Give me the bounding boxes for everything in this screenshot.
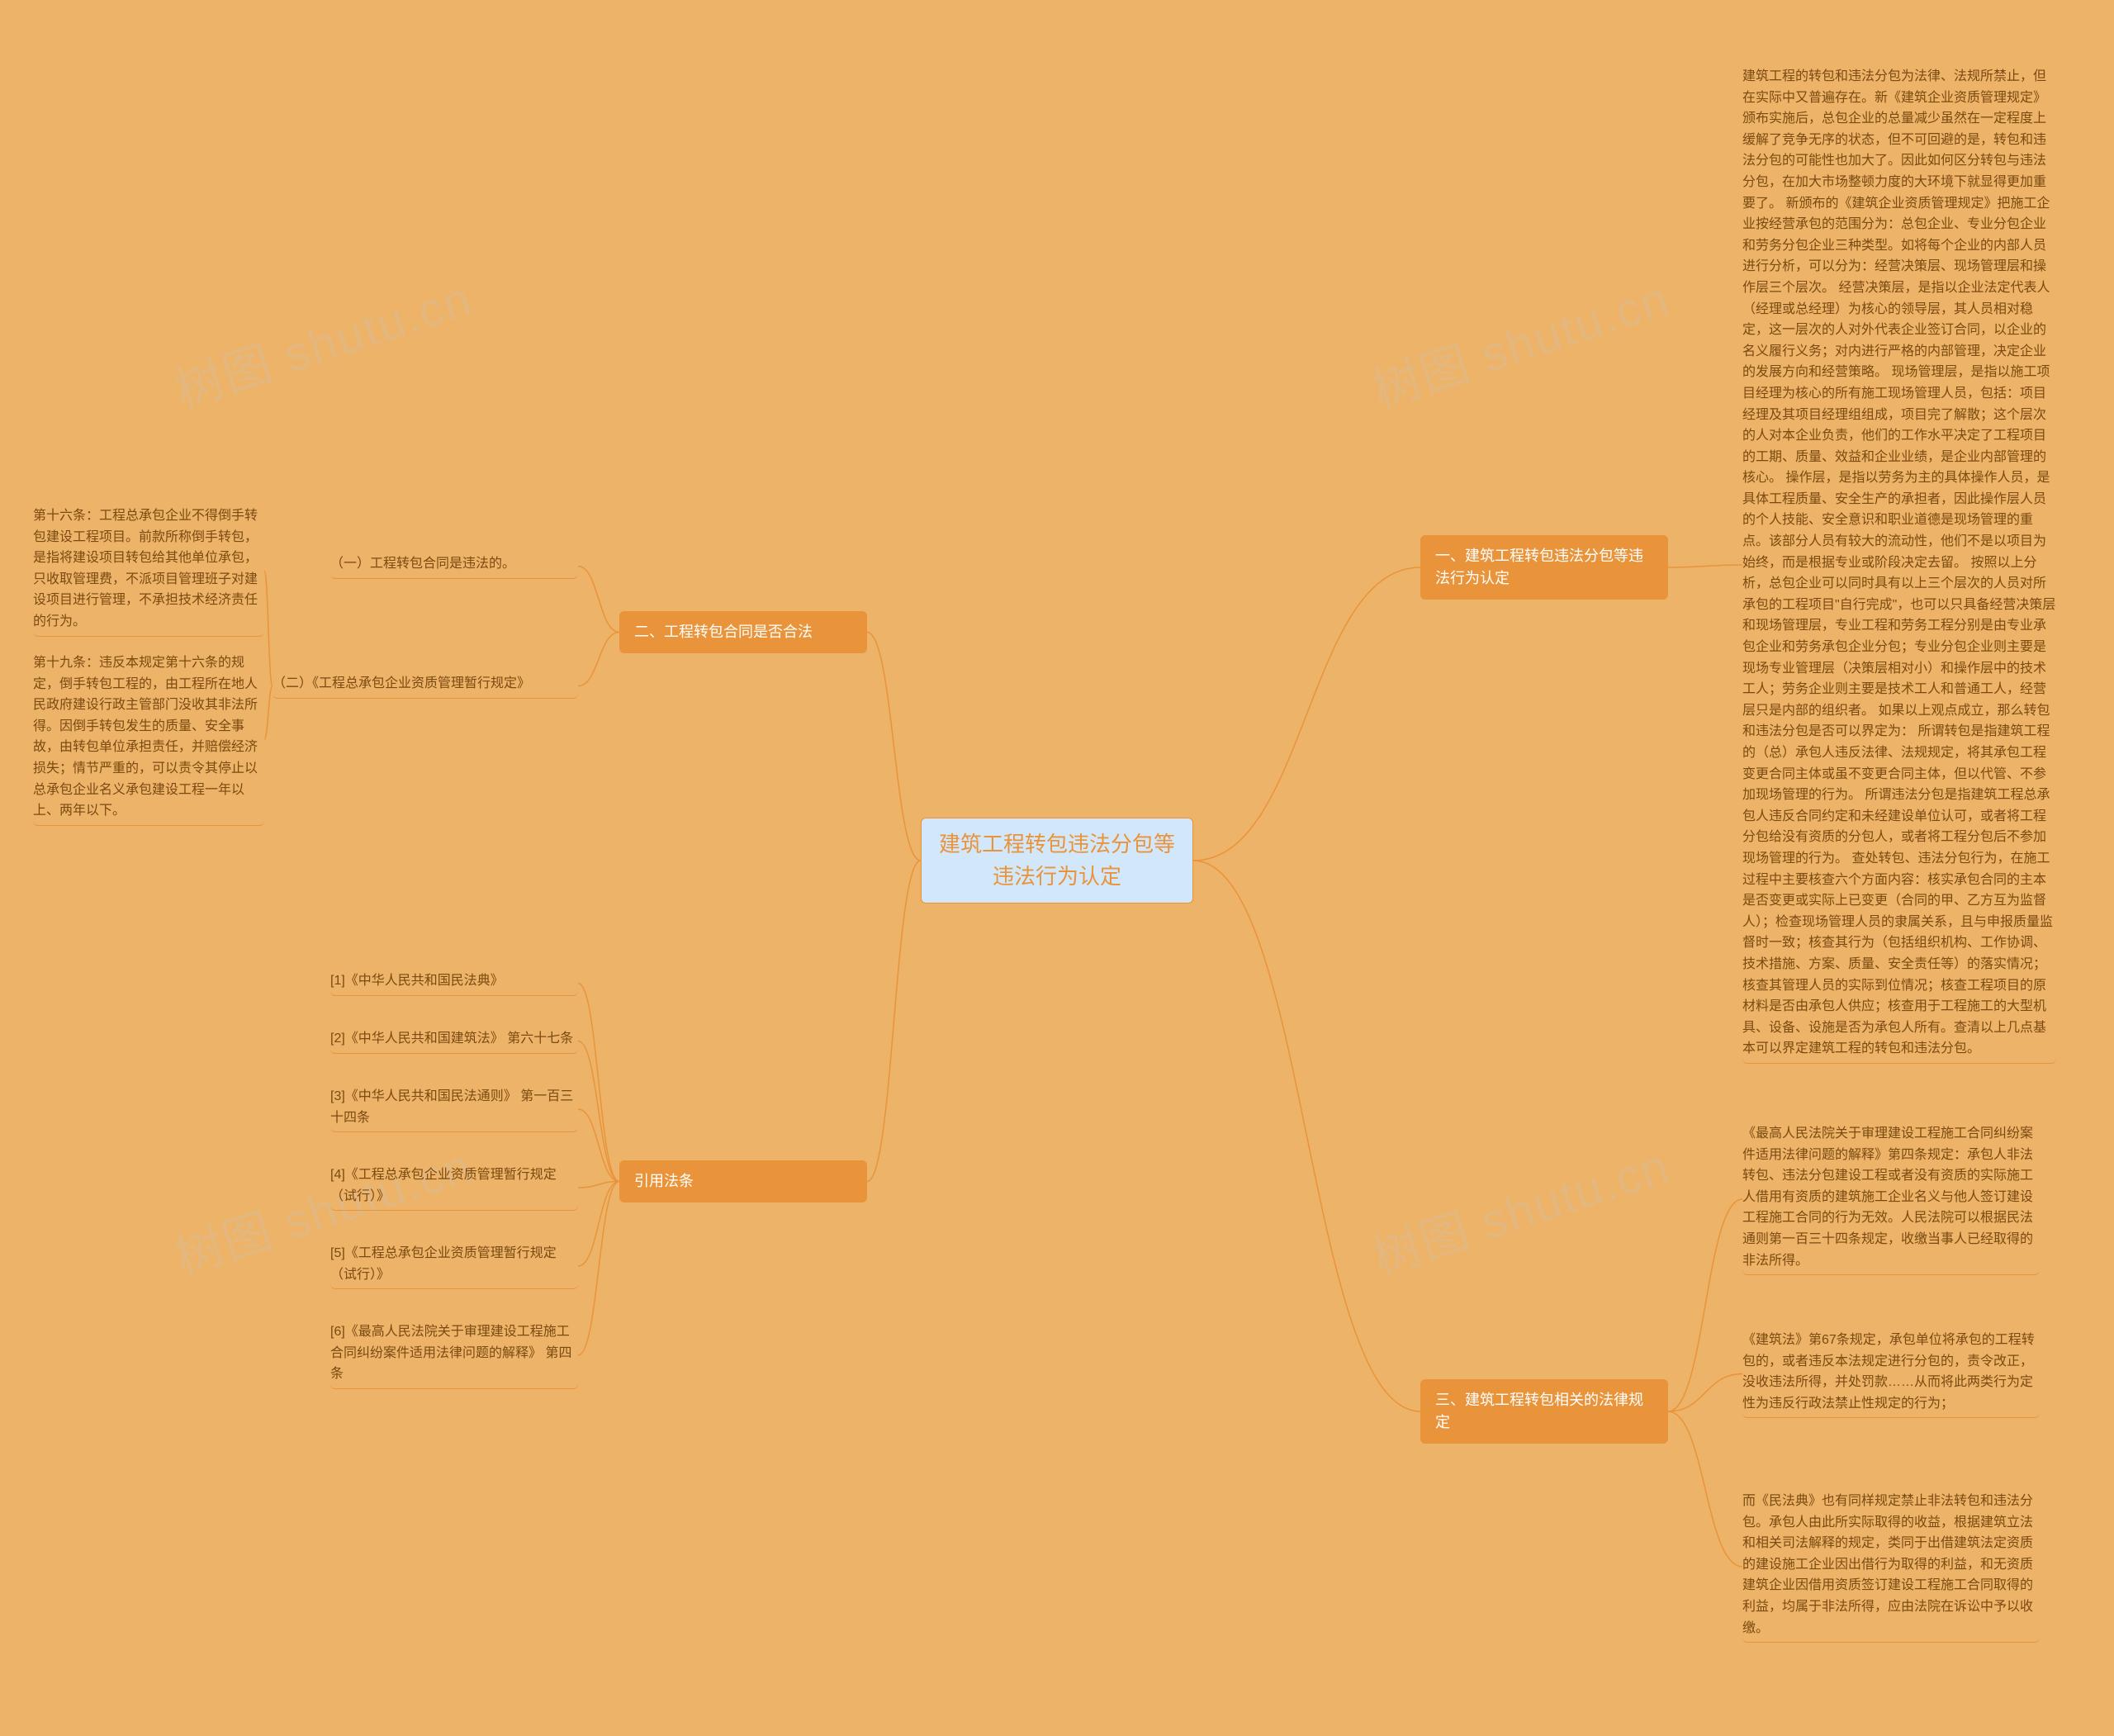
connector [1193,567,1420,861]
connector [264,686,273,740]
connector [1193,861,1420,1411]
connector [1668,1374,1742,1412]
leaf-b3c2: 《建筑法》第67条规定，承包单位将承包的工程转包的，或者违反本法规定进行分包的，… [1742,1330,2040,1418]
watermark: 树图 shutu.cn [1363,1127,1677,1288]
leaf-b2c2b: 第十九条：违反本规定第十六条的规定，倒手转包工程的，由工程所在地人民政府建设行政… [33,652,264,826]
branch-node-1[interactable]: 一、建筑工程转包违法分包等违法行为认定 [1420,535,1668,600]
connector [867,633,921,861]
connector [578,1109,619,1182]
connector [578,1182,619,1356]
leaf-b4c2: [2]《中华人民共和国建筑法》 第六十七条 [330,1028,578,1054]
connector [264,572,273,686]
connector [1668,1411,1742,1567]
branch-node-4[interactable]: 引用法条 [619,1160,867,1202]
leaf-b3c3: 而《民法典》也有同样规定禁止非法转包和违法分包。承包人由此所实际取得的收益，根据… [1742,1491,2040,1643]
leaf-b4c6: [6]《最高人民法院关于审理建设工程施工合同纠纷案件适用法律问题的解释》 第四条 [330,1321,578,1389]
connector [1668,1199,1742,1411]
connector [578,1182,619,1267]
connector [578,1041,619,1182]
connector [578,567,619,633]
branch-node-2[interactable]: 二、工程转包合同是否合法 [619,611,867,653]
leaf-b1c1: 建筑工程的转包和违法分包为法律、法规所禁止，但在实际中又普遍存在。新《建筑企业资… [1742,66,2056,1064]
branch-node-3[interactable]: 三、建筑工程转包相关的法律规定 [1420,1379,1668,1444]
leaf-b3c1: 《最高人民法院关于审理建设工程施工合同纠纷案件适用法律问题的解释》第四条规定：承… [1742,1123,2040,1275]
leaf-b4c3: [3]《中华人民共和国民法通则》 第一百三十四条 [330,1086,578,1132]
leaf-b2c2a: 第十六条：工程总承包企业不得倒手转包建设工程项目。前款所称倒手转包，是指将建设项… [33,505,264,637]
connector [1668,565,1742,567]
leaf-b4c5: [5]《工程总承包企业资质管理暂行规定（试行）》 [330,1243,578,1289]
leaf-b2c2: （二）《工程总承包企业资质管理暂行规定》 [273,673,578,699]
connector [578,633,619,686]
connector [578,1182,619,1188]
watermark: 树图 shutu.cn [1363,260,1677,421]
connector [867,861,921,1182]
leaf-b2c1: （一）工程转包合同是违法的。 [330,553,578,579]
watermark: 树图 shutu.cn [165,260,480,421]
leaf-b4c4: [4]《工程总承包企业资质管理暂行规定（试行）》 [330,1164,578,1211]
connector [578,984,619,1182]
center-node[interactable]: 建筑工程转包违法分包等违法行为认定 [921,818,1193,904]
leaf-b4c1: [1]《中华人民共和国民法典》 [330,970,578,996]
